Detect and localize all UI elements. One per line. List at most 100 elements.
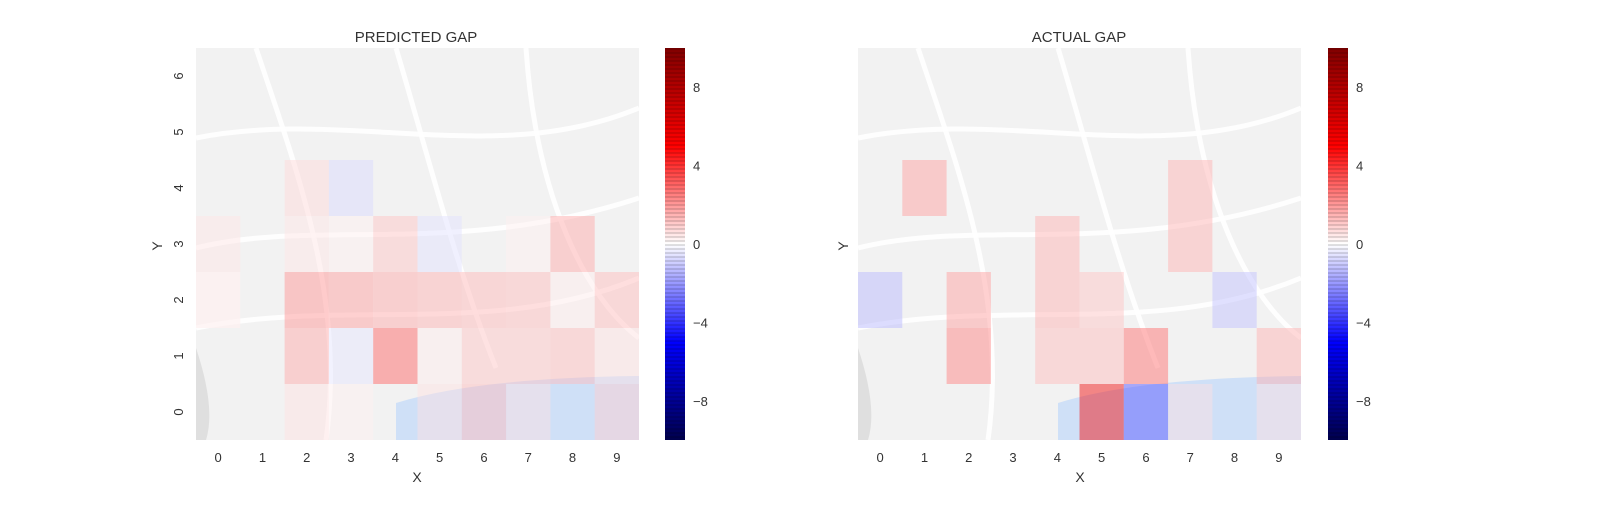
x-tick-label: 8 [569, 450, 576, 465]
x-tick-label: 5 [1098, 450, 1105, 465]
right-colorbar: 8 4 0 −4 −8 [1328, 48, 1371, 440]
x-tick-label: 3 [1009, 450, 1016, 465]
x-tick-label: 5 [436, 450, 443, 465]
heatmap-cell [1168, 384, 1213, 440]
heatmap-cell [196, 272, 241, 328]
colorbar-tick-label: 8 [1356, 80, 1363, 95]
heatmap-cell [284, 272, 329, 328]
heatmap-cell [1256, 384, 1301, 440]
colorbar-tick-label: 0 [1356, 237, 1363, 252]
right-ylabel: Y [835, 241, 851, 251]
right-x-ticks: 0 1 2 3 4 5 6 7 8 9 [877, 450, 1283, 465]
x-tick-label: 8 [1231, 450, 1238, 465]
heatmap-cell [506, 216, 551, 272]
left-title: PREDICTED GAP [355, 29, 478, 46]
heatmap-cell [461, 384, 507, 440]
y-tick-label: 0 [171, 408, 186, 415]
x-tick-label: 6 [480, 450, 487, 465]
heatmap-cell [1212, 272, 1257, 328]
heatmap-cell [196, 216, 241, 272]
heatmap-cell [417, 216, 462, 272]
left-xlabel: X [412, 469, 422, 485]
x-tick-label: 9 [613, 450, 620, 465]
right-colorbar-ticks: 8 4 0 −4 −8 [1356, 80, 1371, 409]
heatmap-cell [1168, 160, 1213, 216]
left-colorbar: 8 4 0 −4 −8 [665, 48, 708, 440]
heatmap-cell [1079, 272, 1124, 328]
colorbar-tick-label: −8 [693, 394, 708, 409]
heatmap-cell [328, 160, 374, 216]
left-heatmap-cells [196, 160, 639, 440]
left-panel: PREDICTED GAP Y X 0 1 2 3 4 5 6 7 8 9 0 1 2 3 4 5 6 [149, 29, 641, 485]
heatmap-cell [902, 160, 947, 216]
heatmap-cell [858, 272, 903, 328]
y-tick-label: 1 [171, 352, 186, 359]
colorbar-tick-label: 8 [693, 80, 700, 95]
heatmap-cell [196, 272, 241, 328]
heatmap-cell [284, 160, 329, 216]
left-x-ticks: 0 1 2 3 4 5 6 7 8 9 [215, 450, 621, 465]
heatmap-cell [1256, 328, 1301, 384]
left-y-ticks: 0 1 2 3 4 5 6 [171, 72, 186, 415]
left-ylabel: Y [149, 241, 165, 251]
heatmap-cell [1168, 216, 1213, 272]
heatmap-cell [373, 272, 418, 328]
colorbar-tick-label: −4 [1356, 315, 1371, 330]
heatmap-cell [373, 328, 418, 384]
heatmap-cell [373, 216, 418, 272]
heatmap-cell [594, 384, 639, 440]
y-tick-label: 4 [171, 184, 186, 191]
heatmap-cell [328, 328, 374, 384]
colorbar-tick-label: −8 [1356, 394, 1371, 409]
heatmap-cell [1035, 328, 1080, 384]
heatmap-cell [417, 384, 462, 440]
y-tick-label: 2 [171, 296, 186, 303]
x-tick-label: 9 [1275, 450, 1282, 465]
x-tick-label: 2 [965, 450, 972, 465]
left-colorbar-ticks: 8 4 0 −4 −8 [693, 80, 708, 409]
x-tick-label: 4 [1054, 450, 1061, 465]
heatmap-cell [594, 328, 639, 384]
heatmap-cell [594, 272, 639, 328]
right-title: ACTUAL GAP [1032, 29, 1126, 46]
right-map-bg [857, 47, 1303, 441]
x-tick-label: 0 [215, 450, 222, 465]
x-tick-label: 0 [877, 450, 884, 465]
heatmap-cell [1079, 384, 1124, 440]
right-xlabel: X [1075, 469, 1085, 485]
x-tick-label: 4 [392, 450, 399, 465]
heatmap-cell [1123, 384, 1169, 440]
right-heatmap-cells [858, 160, 1301, 440]
colorbar-tick-label: 4 [693, 159, 700, 174]
heatmap-cell [1123, 328, 1169, 384]
heatmap-cell [1035, 272, 1080, 328]
right-panel: ACTUAL GAP Y X 0 1 2 3 4 5 6 7 8 9 [835, 29, 1303, 485]
x-tick-label: 1 [259, 450, 266, 465]
colorbar-tick-label: 0 [693, 237, 700, 252]
x-tick-label: 7 [1187, 450, 1194, 465]
heatmap-cell [417, 272, 462, 328]
colorbar-tick-label: −4 [693, 315, 708, 330]
x-tick-label: 6 [1142, 450, 1149, 465]
heatmap-cell [328, 384, 374, 440]
heatmap-cell [328, 216, 374, 272]
heatmap-cell [284, 328, 329, 384]
heatmap-cell [550, 328, 595, 384]
x-tick-label: 1 [921, 450, 928, 465]
heatmap-cell [506, 328, 551, 384]
heatmap-cell [461, 328, 507, 384]
x-tick-label: 7 [525, 450, 532, 465]
heatmap-cell [284, 384, 329, 440]
x-tick-label: 2 [303, 450, 310, 465]
heatmap-cell [328, 272, 374, 328]
heatmap-cell [1035, 216, 1080, 272]
heatmap-cell [506, 272, 551, 328]
colorbar-tick-label: 4 [1356, 159, 1363, 174]
heatmap-cell [284, 216, 329, 272]
heatmap-cell [461, 272, 507, 328]
heatmap-cell [550, 216, 595, 272]
heatmap-cell [417, 328, 462, 384]
heatmap-cell [506, 384, 551, 440]
heatmap-cell [946, 328, 991, 384]
